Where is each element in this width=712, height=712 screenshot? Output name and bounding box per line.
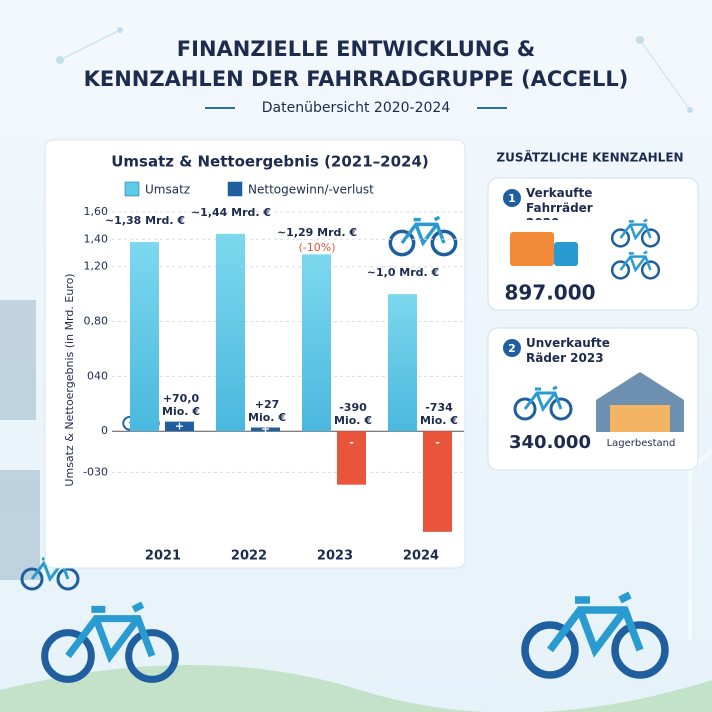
x-tick-label: 2024 — [403, 549, 439, 564]
x-tick-label: 2023 — [317, 549, 353, 564]
page-title: KENNZAHLEN DER FAHRRADGRUPPE (ACCELL) — [84, 67, 629, 91]
card — [487, 327, 699, 471]
bar-sign: - — [349, 436, 354, 449]
card-value: 897.000 — [504, 281, 595, 305]
card-badge — [503, 189, 521, 207]
y-axis-label: Umsatz & Nettoergebnis (in Mrd. Euro) — [63, 273, 76, 486]
bar-sign: - — [435, 436, 440, 449]
value-label: +70,0 Mio. € — [162, 391, 200, 418]
bar-sign: + — [261, 422, 270, 435]
card-label: Verkaufte Fahrräder 2020 — [526, 186, 593, 220]
y-tick-label: 1,60 — [84, 205, 109, 218]
x-tick-label: 2021 — [145, 549, 181, 564]
bar — [388, 294, 417, 432]
bar — [251, 427, 280, 432]
value-label: -734 Mio. € — [420, 401, 458, 428]
y-tick-label: -030 — [83, 465, 108, 478]
subtitle: Datenübersicht 2020-2024 — [262, 100, 451, 116]
card-note: Lagerbestand — [607, 438, 676, 449]
bar-sign: + — [175, 419, 184, 432]
card-value: 340.000 — [509, 432, 591, 453]
y-tick-label: 0,80 — [84, 315, 109, 328]
truck-icon — [554, 242, 578, 266]
bar — [337, 431, 366, 485]
value-label: ~1,29 Mrd. € — [276, 226, 358, 240]
y-tick-label: 040 — [87, 369, 108, 382]
legend-label: Umsatz — [145, 183, 190, 197]
chart-title: Umsatz & Nettoergebnis (2021–2024) — [111, 153, 429, 171]
y-tick-label: 0 — [101, 424, 108, 437]
bar — [423, 431, 452, 532]
card-label: Unverkaufte Räder 2023 — [526, 336, 610, 365]
value-label: ~1,44 Mrd. € — [190, 205, 272, 219]
panel-title: ZUSÄTZLICHE KENNZAHLEN — [496, 150, 683, 165]
value-label: ~1,38 Mrd. € — [104, 214, 186, 228]
card-label-box: Verkaufte Fahrräder 2020 — [526, 186, 593, 220]
annotation: (-10%) — [298, 241, 335, 254]
value-label: -390 Mio. € — [334, 401, 372, 428]
y-tick-label: 1,40 — [84, 232, 109, 245]
value-label: ~1,0 Mrd. € — [366, 266, 440, 280]
bar — [302, 254, 331, 432]
page-title: FINANZIELLE ENTWICKLUNG & — [177, 37, 535, 61]
y-tick-label: 1,20 — [84, 260, 109, 273]
card-badge — [503, 339, 521, 357]
x-tick-label: 2022 — [231, 549, 267, 564]
warehouse-icon — [610, 405, 670, 432]
bar — [130, 242, 159, 432]
value-label: +27 Mio. € — [248, 397, 286, 424]
legend-swatch — [124, 181, 140, 197]
bar — [216, 233, 245, 432]
card-number: 1 — [508, 192, 516, 205]
legend-label: Nettogewinn/-verlust — [248, 183, 374, 197]
truck-icon — [510, 232, 554, 266]
card-label-box: Unverkaufte Räder 2023 — [526, 336, 610, 365]
bar — [165, 421, 194, 432]
legend-swatch — [227, 181, 243, 197]
card-number: 2 — [508, 342, 516, 355]
